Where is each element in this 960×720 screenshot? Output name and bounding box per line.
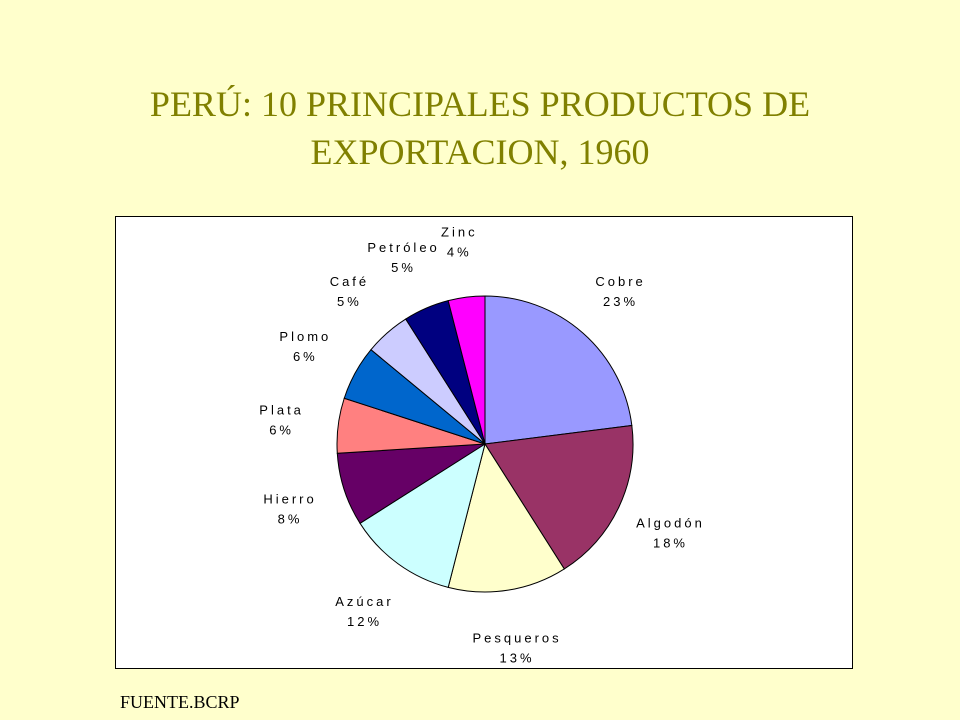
slice-label-hierro: Hierro [263,491,316,506]
slice-value-cobre: 23% [603,294,638,309]
slice-value-plata: 6% [269,422,294,437]
slice-value-azucar: 12% [347,614,382,629]
slice-value-pesqueros: 13% [500,650,535,665]
pie-slice-algodon [484,424,634,570]
slide-title: PERÚ: 10 PRINCIPALES PRODUCTOS DE EXPORT… [0,80,960,176]
slice-label-petroleo: Petróleo [367,240,439,255]
slice-label-plomo: Plomo [279,329,331,344]
title-line-1: PERÚ: 10 PRINCIPALES PRODUCTOS DE [149,84,811,124]
slice-label-plata: Plata [259,402,304,417]
slice-value-cafe: 5% [337,294,362,309]
slice-label-azucar: Azúcar [335,594,393,609]
pie-slice-azucar [359,442,486,588]
slice-value-plomo: 6% [293,349,318,364]
slice-label-cafe: Café [330,274,369,289]
pie-slice-pesqueros [447,442,565,593]
slice-value-algodon: 18% [653,535,688,550]
slice-value-petroleo: 5% [391,260,416,275]
source-note: FUENTE.BCRP [120,692,240,712]
slice-value-zinc: 4% [447,245,472,260]
title-line-2: EXPORTACION, 1960 [310,132,650,172]
slice-label-cobre: Cobre [595,274,645,289]
slice-label-zinc: Zinc [441,225,478,240]
pie-chart: Cobre 23% Algodón 18% Pesqueros 13% Azúcar 12% H… [259,225,705,666]
pie-slice-zinc [447,295,486,445]
slice-value-hierro: 8% [278,511,303,526]
slice-label-pesqueros: Pesqueros [472,630,561,645]
pie-slice-cobre [484,295,633,445]
slice-label-algodon: Algodón [636,515,705,530]
chart-area: Cobre 23% Algodón 18% Pesqueros 13% Azúcar 12% H… [115,216,853,669]
